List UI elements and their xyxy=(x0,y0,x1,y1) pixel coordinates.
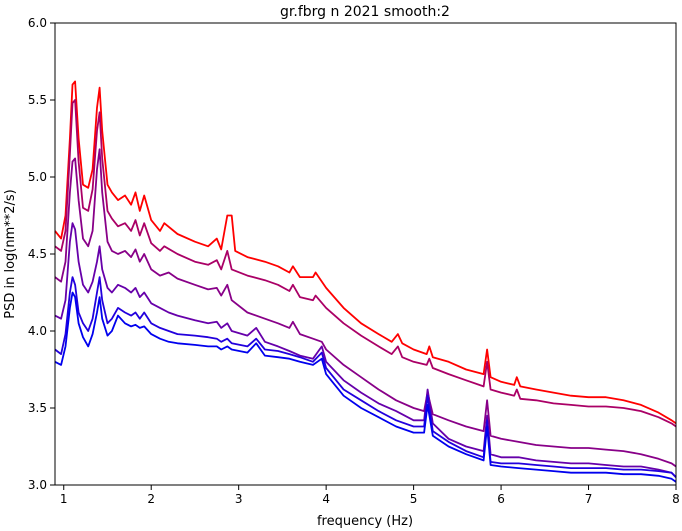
series-line-5 xyxy=(54,276,677,478)
y-tick-label: 6.0 xyxy=(28,16,47,30)
x-axis-label: frequency (Hz) xyxy=(317,514,413,529)
chart-title: gr.fbrg n 2021 smooth:2 xyxy=(280,4,450,20)
series-layer xyxy=(54,80,677,483)
y-tick-label: 3.0 xyxy=(28,478,47,492)
plot-frame xyxy=(54,22,677,486)
x-tick-label: 1 xyxy=(60,492,68,506)
x-tick-label: 8 xyxy=(672,492,680,506)
x-tick-label: 5 xyxy=(410,492,418,506)
y-tick-label: 3.5 xyxy=(28,401,47,415)
series-line-4 xyxy=(54,222,677,478)
x-tick-label: 6 xyxy=(497,492,505,506)
x-tick-label: 4 xyxy=(322,492,330,506)
y-axis-label: PSD in log(nm**2/s) xyxy=(3,189,18,319)
y-tick-label: 4.5 xyxy=(28,247,47,261)
series-line-2 xyxy=(54,99,677,428)
axes-layer: 1 2 3 4 5 6 7 8 3.0 3.5 4.0 4.5 5.0 5.5 6.0 xyxy=(28,16,680,506)
y-tick-label: 5.0 xyxy=(28,170,47,184)
x-tick-label: 2 xyxy=(147,492,155,506)
x-tick-label: 3 xyxy=(235,492,243,506)
x-tick-label: 7 xyxy=(585,492,593,506)
series-line-6 xyxy=(54,291,677,483)
y-tick-label: 4.0 xyxy=(28,324,47,338)
series-line-3 xyxy=(54,148,677,468)
y-tick-label: 5.5 xyxy=(28,93,47,107)
series-line-1 xyxy=(54,80,677,425)
